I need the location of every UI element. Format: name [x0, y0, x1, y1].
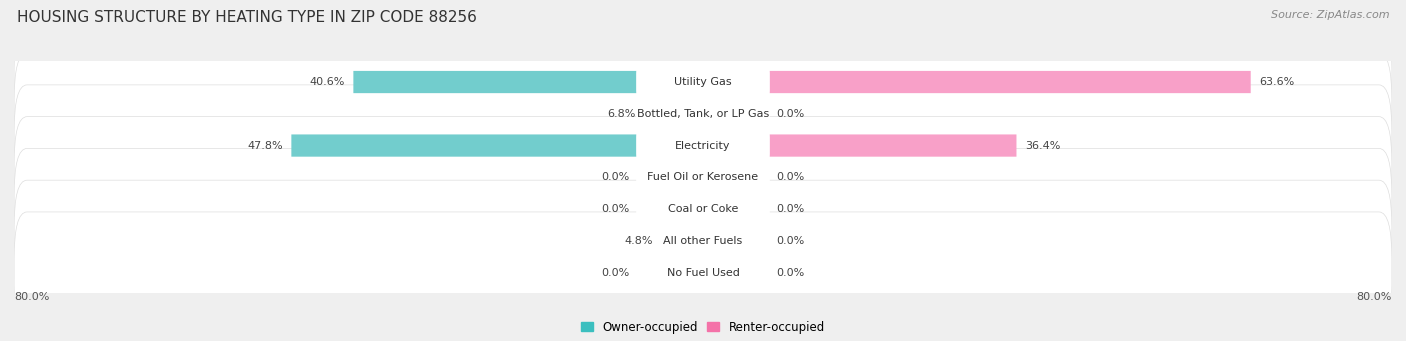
- Text: 47.8%: 47.8%: [247, 140, 283, 151]
- Text: 0.0%: 0.0%: [776, 204, 804, 214]
- Text: Bottled, Tank, or LP Gas: Bottled, Tank, or LP Gas: [637, 109, 769, 119]
- FancyBboxPatch shape: [703, 71, 1251, 93]
- FancyBboxPatch shape: [636, 192, 770, 226]
- Text: 0.0%: 0.0%: [602, 172, 630, 182]
- FancyBboxPatch shape: [636, 161, 770, 194]
- FancyBboxPatch shape: [703, 134, 1017, 157]
- Text: No Fuel Used: No Fuel Used: [666, 268, 740, 278]
- FancyBboxPatch shape: [636, 224, 770, 257]
- FancyBboxPatch shape: [14, 148, 1392, 270]
- FancyBboxPatch shape: [644, 103, 703, 125]
- Text: 40.6%: 40.6%: [309, 77, 344, 87]
- Text: 0.0%: 0.0%: [776, 109, 804, 119]
- FancyBboxPatch shape: [14, 212, 1392, 333]
- FancyBboxPatch shape: [636, 256, 770, 289]
- FancyBboxPatch shape: [14, 21, 1392, 143]
- Text: HOUSING STRUCTURE BY HEATING TYPE IN ZIP CODE 88256: HOUSING STRUCTURE BY HEATING TYPE IN ZIP…: [17, 10, 477, 25]
- Text: 63.6%: 63.6%: [1260, 77, 1295, 87]
- Text: 36.4%: 36.4%: [1025, 140, 1060, 151]
- FancyBboxPatch shape: [353, 71, 703, 93]
- Text: Source: ZipAtlas.com: Source: ZipAtlas.com: [1271, 10, 1389, 20]
- Text: All other Fuels: All other Fuels: [664, 236, 742, 246]
- Text: 80.0%: 80.0%: [14, 292, 49, 302]
- FancyBboxPatch shape: [636, 129, 770, 162]
- Text: 0.0%: 0.0%: [776, 268, 804, 278]
- Text: 0.0%: 0.0%: [776, 236, 804, 246]
- Text: Fuel Oil or Kerosene: Fuel Oil or Kerosene: [647, 172, 759, 182]
- Text: Coal or Coke: Coal or Coke: [668, 204, 738, 214]
- Text: 80.0%: 80.0%: [1357, 292, 1392, 302]
- FancyBboxPatch shape: [14, 117, 1392, 238]
- Legend: Owner-occupied, Renter-occupied: Owner-occupied, Renter-occupied: [576, 316, 830, 338]
- FancyBboxPatch shape: [291, 134, 703, 157]
- FancyBboxPatch shape: [14, 85, 1392, 206]
- FancyBboxPatch shape: [14, 180, 1392, 301]
- Text: Electricity: Electricity: [675, 140, 731, 151]
- Text: 0.0%: 0.0%: [602, 204, 630, 214]
- Text: 0.0%: 0.0%: [776, 172, 804, 182]
- FancyBboxPatch shape: [662, 230, 703, 252]
- Text: 4.8%: 4.8%: [624, 236, 652, 246]
- Text: 0.0%: 0.0%: [602, 268, 630, 278]
- Text: 6.8%: 6.8%: [607, 109, 636, 119]
- FancyBboxPatch shape: [636, 97, 770, 131]
- FancyBboxPatch shape: [14, 53, 1392, 175]
- Text: Utility Gas: Utility Gas: [675, 77, 731, 87]
- FancyBboxPatch shape: [636, 65, 770, 99]
